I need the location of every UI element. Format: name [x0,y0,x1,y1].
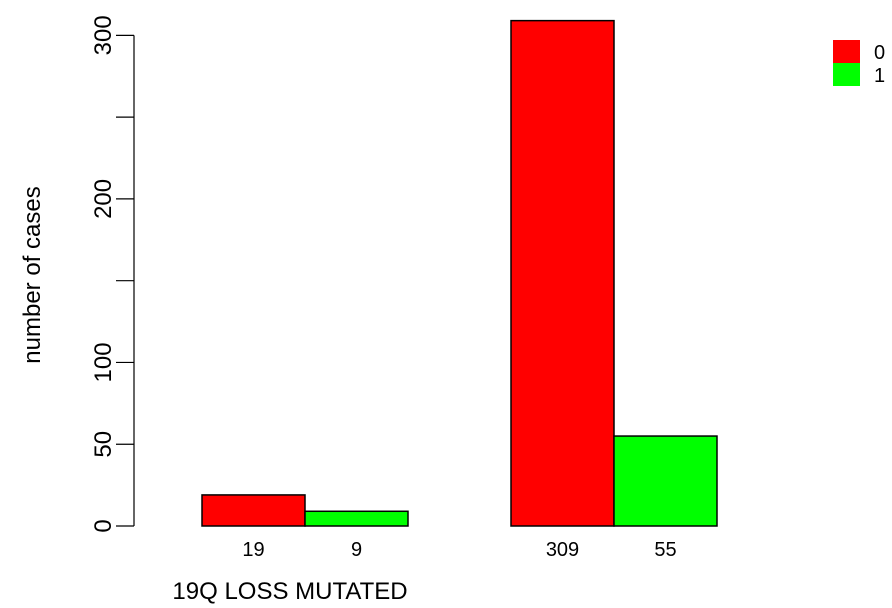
y-tick-label: 200 [90,179,117,219]
bar [304,510,409,527]
legend-swatch [833,63,860,86]
y-tick-label: 0 [90,519,117,532]
y-tick-label: 300 [90,15,117,55]
y-tick-label: 50 [90,431,117,458]
bar [201,494,306,527]
bars [201,19,718,527]
bar [613,435,718,527]
bar-value-label: 55 [654,539,676,561]
y-axis-label: number of cases [19,186,46,363]
bar [510,19,615,527]
y-tick-label: 100 [90,342,117,382]
legend-swatch [833,40,860,63]
bar-value-label: 19 [242,539,264,561]
bar-value-label: 309 [546,539,579,561]
bar-value-label: 9 [351,539,362,561]
x-axis-label: 19Q LOSS MUTATED [172,578,407,605]
y-axis: 0 50 100 200 300 [90,15,135,533]
legend-label: 0 [874,42,885,64]
bar-value-labels: 19 9 309 55 [242,539,676,561]
legend: 01 [833,40,885,87]
legend-label: 1 [874,65,885,87]
